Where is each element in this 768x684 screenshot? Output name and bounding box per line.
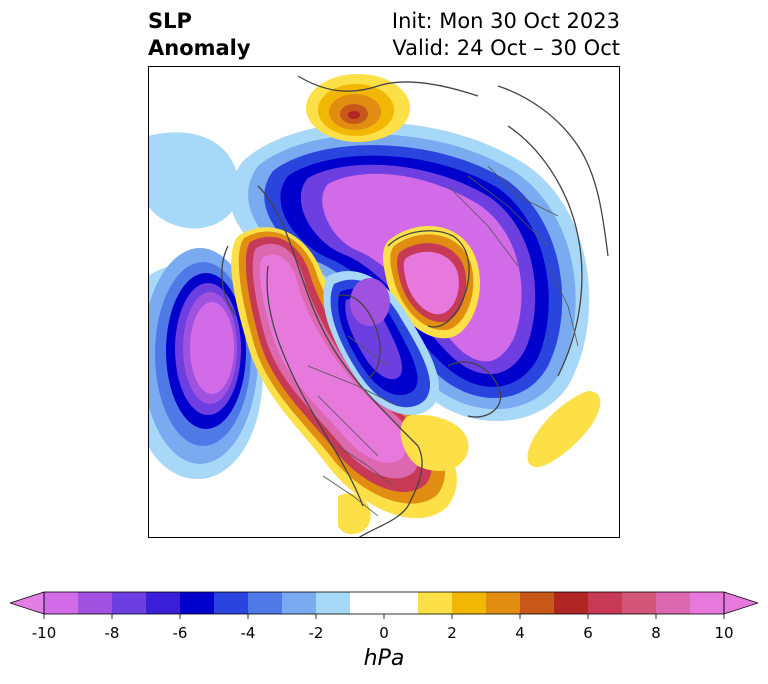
- anomaly-central-pacific-low: [148, 248, 263, 480]
- colorbar-unit: hPa: [363, 646, 405, 671]
- map-frame: [148, 66, 620, 538]
- colorbar-bin-2: [112, 592, 147, 614]
- colorbar-bin-18: [690, 592, 725, 614]
- colorbar-bin-12: [486, 592, 521, 614]
- country-borders: [307, 165, 579, 517]
- colorbar-bin-16: [622, 592, 657, 614]
- colorbar-tick-label: 2: [447, 624, 457, 642]
- anomaly-north-american-high: [231, 227, 457, 519]
- colorbar-tick-label: -2: [308, 624, 324, 642]
- colorbar-tick-label: 6: [583, 624, 593, 642]
- colorbar-bin-8: [316, 592, 351, 614]
- colorbar-extend-low: [10, 591, 45, 615]
- colorbar-bin-3: [146, 592, 181, 614]
- colorbar-tick-label: 10: [714, 624, 734, 642]
- colorbar-bin-15: [588, 592, 623, 614]
- colorbar-bin-6: [248, 592, 283, 614]
- colorbar-bin-7: [282, 592, 317, 614]
- colorbar-bin-10: [418, 592, 453, 614]
- colorbar-bin-0: [44, 592, 79, 614]
- title-left: SLP Anomaly: [148, 8, 251, 62]
- anomaly-barents-high: [306, 74, 410, 142]
- slp-anomaly-map: [148, 66, 620, 538]
- colorbar-bin-13: [520, 592, 555, 614]
- colorbar-bin-11: [452, 592, 487, 614]
- colorbar-bin-14: [554, 592, 589, 614]
- colorbar-tick-label: -8: [104, 624, 120, 642]
- init-time: Init: Mon 30 Oct 2023: [391, 9, 620, 33]
- colorbar-tick-label: -10: [31, 624, 57, 642]
- colorbar-extend-high: [723, 591, 758, 615]
- title-variable: SLP: [148, 9, 192, 33]
- anomaly-greenland-high: [383, 226, 480, 339]
- title-field-type: Anomaly: [148, 36, 251, 60]
- colorbar-tick-label: 0: [379, 624, 389, 642]
- colorbar-tick-label: 8: [651, 624, 661, 642]
- colorbar-ticks: -10 -8 -6 -4 -2 0 2 4 6 8 10: [0, 620, 768, 642]
- colorbar-tick-label: -4: [240, 624, 256, 642]
- coastlines: [221, 75, 609, 538]
- colorbar-tick-label: 4: [515, 624, 525, 642]
- colorbar-tick-label: -6: [172, 624, 188, 642]
- colorbar-bin-4: [180, 592, 215, 614]
- anomaly-pacific-weak-low: [148, 132, 240, 229]
- title-right: Init: Mon 30 Oct 2023 Valid: 24 Oct – 30…: [392, 8, 620, 62]
- colorbar-bin-5: [214, 592, 249, 614]
- colorbar-bin-9: [350, 592, 419, 614]
- colorbar: [10, 591, 758, 619]
- valid-range: Valid: 24 Oct – 30 Oct: [392, 36, 620, 60]
- colorbar-bin-1: [78, 592, 113, 614]
- colorbar-bin-17: [656, 592, 691, 614]
